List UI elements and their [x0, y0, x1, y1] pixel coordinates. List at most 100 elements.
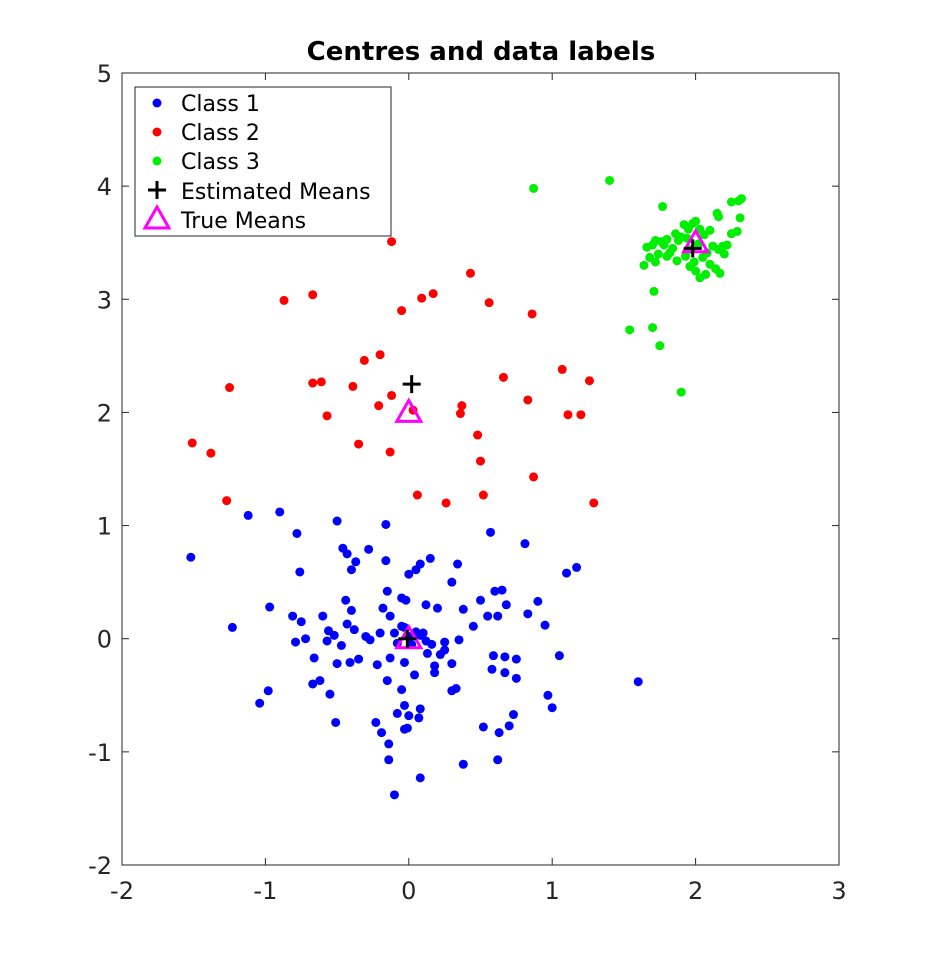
point-class-3	[676, 387, 686, 397]
chart-marks	[186, 175, 746, 800]
point-class-1	[315, 676, 325, 686]
point-class-1	[292, 528, 302, 538]
x-tick-label: 3	[831, 877, 846, 905]
series-true-means	[394, 227, 711, 650]
point-class-2	[527, 309, 537, 319]
point-class-2	[529, 472, 539, 482]
point-class-1	[346, 605, 356, 615]
y-tick-label: 3	[97, 286, 112, 314]
point-class-1	[296, 617, 306, 627]
point-class-1	[483, 611, 493, 621]
point-class-2	[385, 447, 395, 457]
point-class-1	[275, 507, 285, 517]
point-class-1	[342, 619, 352, 629]
point-class-1	[365, 635, 375, 645]
point-class-1	[401, 595, 411, 605]
point-class-1	[501, 600, 511, 610]
point-class-1	[458, 604, 468, 614]
legend-box	[134, 86, 392, 237]
point-class-2	[417, 293, 427, 303]
x-tick-label: -2	[110, 877, 134, 905]
point-class-1	[421, 600, 431, 610]
point-class-1	[415, 704, 425, 714]
x-tick-label: 2	[688, 877, 703, 905]
point-class-1	[338, 543, 348, 553]
point-class-2	[354, 439, 364, 449]
point-class-1	[487, 664, 497, 674]
point-class-1	[504, 721, 514, 731]
point-class-1	[488, 651, 498, 661]
point-class-1	[451, 683, 461, 693]
point-class-1	[346, 565, 356, 575]
y-tick-label: -2	[88, 852, 112, 880]
point-class-1	[540, 620, 550, 630]
y-tick-label: 1	[97, 513, 112, 541]
legend-marker-class-1	[152, 98, 162, 108]
point-class-3	[639, 260, 649, 270]
point-class-1	[404, 711, 414, 721]
point-class-1	[227, 622, 237, 632]
point-class-2	[576, 410, 586, 420]
point-class-2	[374, 401, 384, 411]
point-class-2	[441, 498, 451, 508]
point-class-1	[523, 609, 533, 619]
point-class-1	[494, 728, 504, 738]
legend-marker-estimated-means	[148, 181, 166, 199]
point-class-1	[349, 625, 359, 635]
point-class-1	[364, 544, 374, 554]
point-class-2	[279, 295, 289, 305]
point-class-2	[473, 430, 483, 440]
point-class-2	[397, 306, 407, 316]
point-class-1	[288, 611, 298, 621]
point-class-1	[421, 636, 431, 646]
point-class-1	[385, 611, 395, 621]
point-class-1	[468, 621, 478, 631]
point-class-1	[354, 654, 364, 664]
point-class-1	[404, 569, 414, 579]
point-class-2	[206, 448, 216, 458]
point-class-1	[430, 661, 440, 671]
legend-label-estimated-means: Estimated Means	[181, 180, 371, 205]
point-class-1	[377, 728, 387, 738]
point-class-3	[726, 229, 736, 239]
point-class-2	[375, 350, 385, 360]
point-class-1	[329, 630, 339, 640]
point-class-1	[430, 668, 440, 678]
point-class-3	[719, 249, 729, 259]
point-class-1	[375, 628, 385, 638]
point-class-2	[387, 390, 397, 400]
point-class-1	[345, 657, 355, 667]
series-class-1	[186, 507, 643, 800]
point-class-1	[291, 637, 301, 647]
point-class-2	[222, 496, 232, 506]
point-class-1	[378, 603, 388, 613]
point-class-1	[341, 595, 351, 605]
point-class-1	[399, 657, 409, 667]
point-class-1	[440, 637, 450, 647]
point-class-1	[414, 713, 424, 723]
series-estimated-means	[398, 239, 702, 648]
point-class-3	[662, 251, 672, 261]
point-class-3	[672, 256, 682, 266]
point-class-3	[726, 197, 736, 207]
point-class-1	[547, 703, 557, 713]
point-class-1	[381, 519, 391, 529]
point-class-2	[589, 498, 599, 508]
y-tick-label: -1	[88, 739, 112, 767]
point-class-1	[309, 653, 319, 663]
point-class-1	[490, 586, 500, 596]
point-class-1	[389, 628, 399, 638]
point-class-1	[372, 660, 382, 670]
point-class-1	[533, 596, 543, 606]
point-class-1	[500, 652, 510, 662]
point-class-1	[453, 559, 463, 569]
point-class-1	[493, 755, 503, 765]
point-class-1	[422, 648, 432, 658]
point-class-1	[384, 755, 394, 765]
point-class-2	[455, 409, 465, 419]
point-class-1	[382, 586, 392, 596]
point-class-3	[649, 286, 659, 296]
point-class-3	[658, 202, 668, 212]
point-class-1	[410, 670, 420, 680]
point-class-2	[322, 411, 332, 421]
